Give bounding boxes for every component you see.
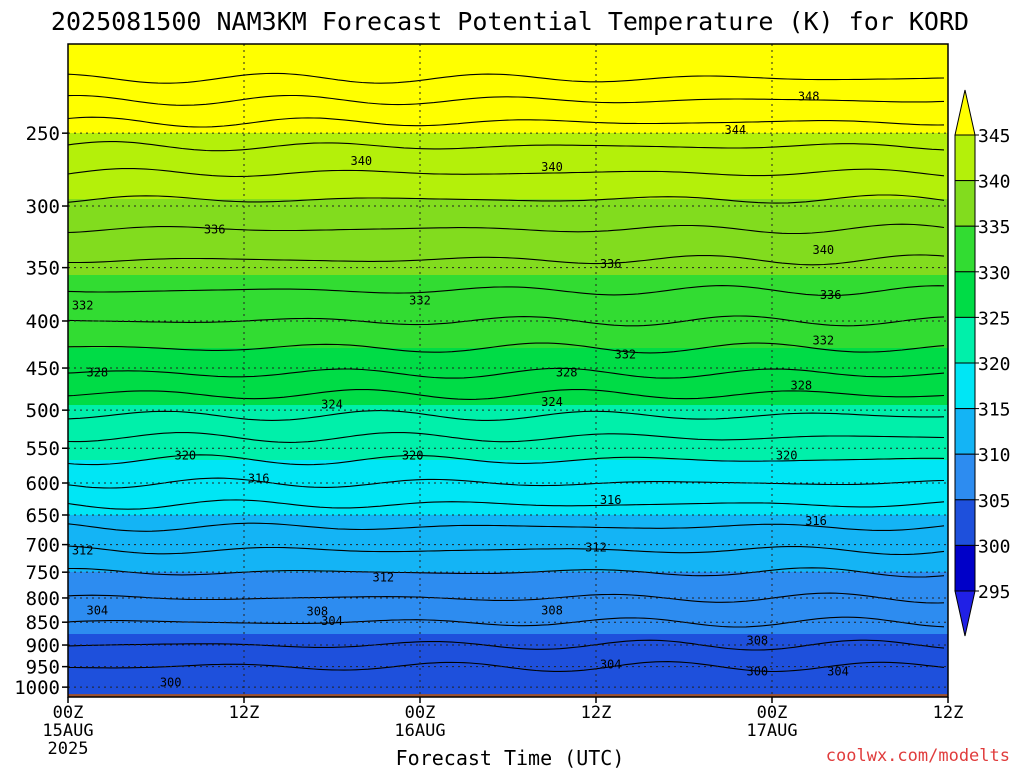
colorbar-label: 340 xyxy=(978,172,1011,193)
contour-label: 332 xyxy=(614,348,636,362)
filled-bands xyxy=(68,44,948,698)
contour-label: 304 xyxy=(86,604,108,618)
contour-label: 340 xyxy=(350,154,372,168)
x-tick-label: 00Z xyxy=(405,703,436,723)
colorbar-segment xyxy=(954,225,976,273)
contour-label: 320 xyxy=(174,448,196,462)
y-tick-label: 650 xyxy=(26,505,60,527)
contour-label: 328 xyxy=(556,365,578,379)
colorbar-segment xyxy=(954,134,976,182)
contour-label: 300 xyxy=(746,665,768,679)
colorbar-label: 335 xyxy=(978,217,1011,238)
y-tick-label: 600 xyxy=(26,473,60,495)
contour-labels: 348 344 340 340 340 336 336 336 332 332 332 332 328 3… xyxy=(72,89,849,689)
colorbar-label: 325 xyxy=(978,308,1011,329)
contour-label: 308 xyxy=(541,603,563,617)
contour-label: 336 xyxy=(820,288,842,302)
colorbar-label: 300 xyxy=(978,536,1011,557)
colorbar-arrow-top xyxy=(954,89,976,136)
contour-label: 320 xyxy=(402,448,424,462)
colorbar-segment xyxy=(954,362,976,410)
y-tick-label: 400 xyxy=(26,311,60,333)
y-tick-label: 1000 xyxy=(14,677,60,699)
contour-label: 344 xyxy=(724,123,746,137)
x-tick-year: 2025 xyxy=(48,739,89,759)
colorbar-segment xyxy=(954,544,976,592)
ground-band xyxy=(68,694,948,697)
plot-area: 348 344 340 340 340 336 336 336 332 332 332 332 328 3… xyxy=(67,43,949,698)
y-tick-label: 350 xyxy=(26,258,60,280)
y-tick-label: 700 xyxy=(26,535,60,557)
contour-label: 328 xyxy=(86,365,108,379)
contour-label: 336 xyxy=(600,257,622,271)
y-tick-label: 900 xyxy=(26,635,60,657)
contour-label: 312 xyxy=(372,570,394,584)
colorbar-label: 320 xyxy=(978,354,1011,375)
contour-label: 308 xyxy=(306,605,328,619)
x-tick-date: 16AUG xyxy=(394,721,445,741)
contour-label: 324 xyxy=(541,395,563,409)
colorbar-label: 330 xyxy=(978,263,1011,284)
contour-label: 304 xyxy=(600,658,622,672)
contour-label: 304 xyxy=(827,665,849,679)
contour-label: 300 xyxy=(160,675,182,689)
contour-label: 340 xyxy=(812,243,834,257)
colorbar-label: 315 xyxy=(978,400,1011,421)
contour-label: 308 xyxy=(746,634,768,648)
contour-label: 312 xyxy=(585,540,607,554)
contour-label: 316 xyxy=(805,514,827,528)
colorbar-segment xyxy=(954,453,976,501)
contour-label: 316 xyxy=(248,471,270,485)
colorbar-arrow-bottom xyxy=(954,590,976,637)
x-axis-label: Forecast Time (UTC) xyxy=(396,746,625,768)
contour-lines xyxy=(67,72,945,673)
contour-label: 340 xyxy=(541,160,563,174)
contour-label: 316 xyxy=(600,493,622,507)
colorbar-segment xyxy=(954,499,976,546)
contour-label: 304 xyxy=(321,614,343,628)
x-tick-label: 12Z xyxy=(229,703,260,723)
colorbar-label: 305 xyxy=(978,491,1011,512)
y-tick-label: 450 xyxy=(26,358,60,380)
x-tick-label: 12Z xyxy=(581,703,612,723)
contour-label: 348 xyxy=(798,89,820,103)
colorbar-label: 345 xyxy=(978,126,1011,147)
colorbar-segment xyxy=(954,271,976,318)
y-axis: 2503003504004505005506006507007508008509… xyxy=(14,123,68,699)
y-tick-label: 300 xyxy=(26,196,60,218)
colorbar-segment xyxy=(954,180,976,227)
x-tick-label: 00Z xyxy=(757,703,788,723)
colorbar-label: 295 xyxy=(978,582,1011,603)
contour-label: 336 xyxy=(204,222,226,236)
x-tick-label: 00Z xyxy=(53,703,84,723)
contour-label: 332 xyxy=(812,333,834,347)
y-tick-label: 550 xyxy=(26,438,60,460)
contour-label: 324 xyxy=(321,398,343,412)
plot-frame xyxy=(67,43,949,698)
colorbar-label: 310 xyxy=(978,445,1011,466)
y-tick-label: 800 xyxy=(26,588,60,610)
y-tick-label: 500 xyxy=(26,400,60,422)
colorbar: 345 340 335 330 325 320 315 310 305 300 295 xyxy=(954,89,1011,637)
x-tick-date: 17AUG xyxy=(746,721,797,741)
contour-label: 332 xyxy=(409,293,431,307)
contour-label: 312 xyxy=(72,543,94,557)
colorbar-segment xyxy=(954,316,976,364)
contour-label: 332 xyxy=(72,299,94,313)
colorbar-segment xyxy=(954,408,976,455)
y-tick-label: 750 xyxy=(26,562,60,584)
y-tick-label: 250 xyxy=(26,123,60,145)
x-tick-date: 15AUG xyxy=(42,721,93,741)
y-tick-label: 850 xyxy=(26,612,60,634)
contour-label: 328 xyxy=(790,378,812,392)
credit-text: coolwx.com/modelts xyxy=(826,746,1010,766)
chart-title: 2025081500 NAM3KM Forecast Potential Tem… xyxy=(51,7,969,36)
y-tick-label: 950 xyxy=(26,657,60,679)
x-tick-label: 12Z xyxy=(933,703,964,723)
contour-label: 320 xyxy=(776,448,798,462)
